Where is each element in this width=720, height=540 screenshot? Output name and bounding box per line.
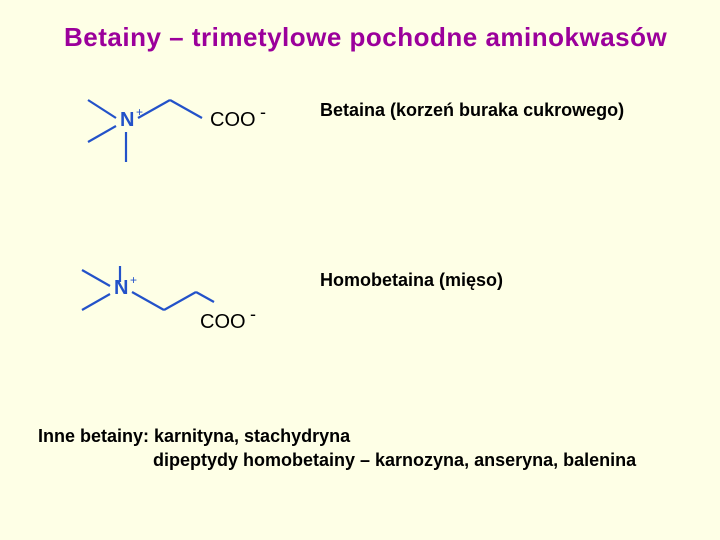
bond <box>82 294 110 310</box>
carboxylate-charge: - <box>250 304 256 324</box>
nitrogen-charge: + <box>130 273 137 287</box>
page-title: Betainy – trimetylowe pochodne aminokwas… <box>64 22 667 53</box>
structure-homobetaine: N + COO - <box>72 244 302 364</box>
footer-line-2: dipeptydy homobetainy – karnozyna, anser… <box>38 448 636 472</box>
structure-betaine: N + COO - <box>78 86 288 196</box>
bond <box>196 292 214 302</box>
carboxylate-label: COO <box>210 109 256 131</box>
carboxylate-label: COO <box>200 311 246 333</box>
nitrogen-atom: N <box>114 277 128 299</box>
bond <box>88 100 116 118</box>
nitrogen-charge: + <box>136 105 143 119</box>
caption-homobetaine: Homobetaina (mięso) <box>320 270 503 291</box>
carboxylate-charge: - <box>260 102 266 122</box>
footer-notes: Inne betainy: karnityna, stachydryna dip… <box>38 424 636 472</box>
footer-line-1: Inne betainy: karnityna, stachydryna <box>38 426 350 446</box>
caption-betaine: Betaina (korzeń buraka cukrowego) <box>320 100 624 121</box>
bond <box>132 292 164 310</box>
bond <box>164 292 196 310</box>
bond <box>88 126 116 142</box>
nitrogen-atom: N <box>120 109 134 131</box>
bond <box>170 100 202 118</box>
bond <box>82 270 110 286</box>
